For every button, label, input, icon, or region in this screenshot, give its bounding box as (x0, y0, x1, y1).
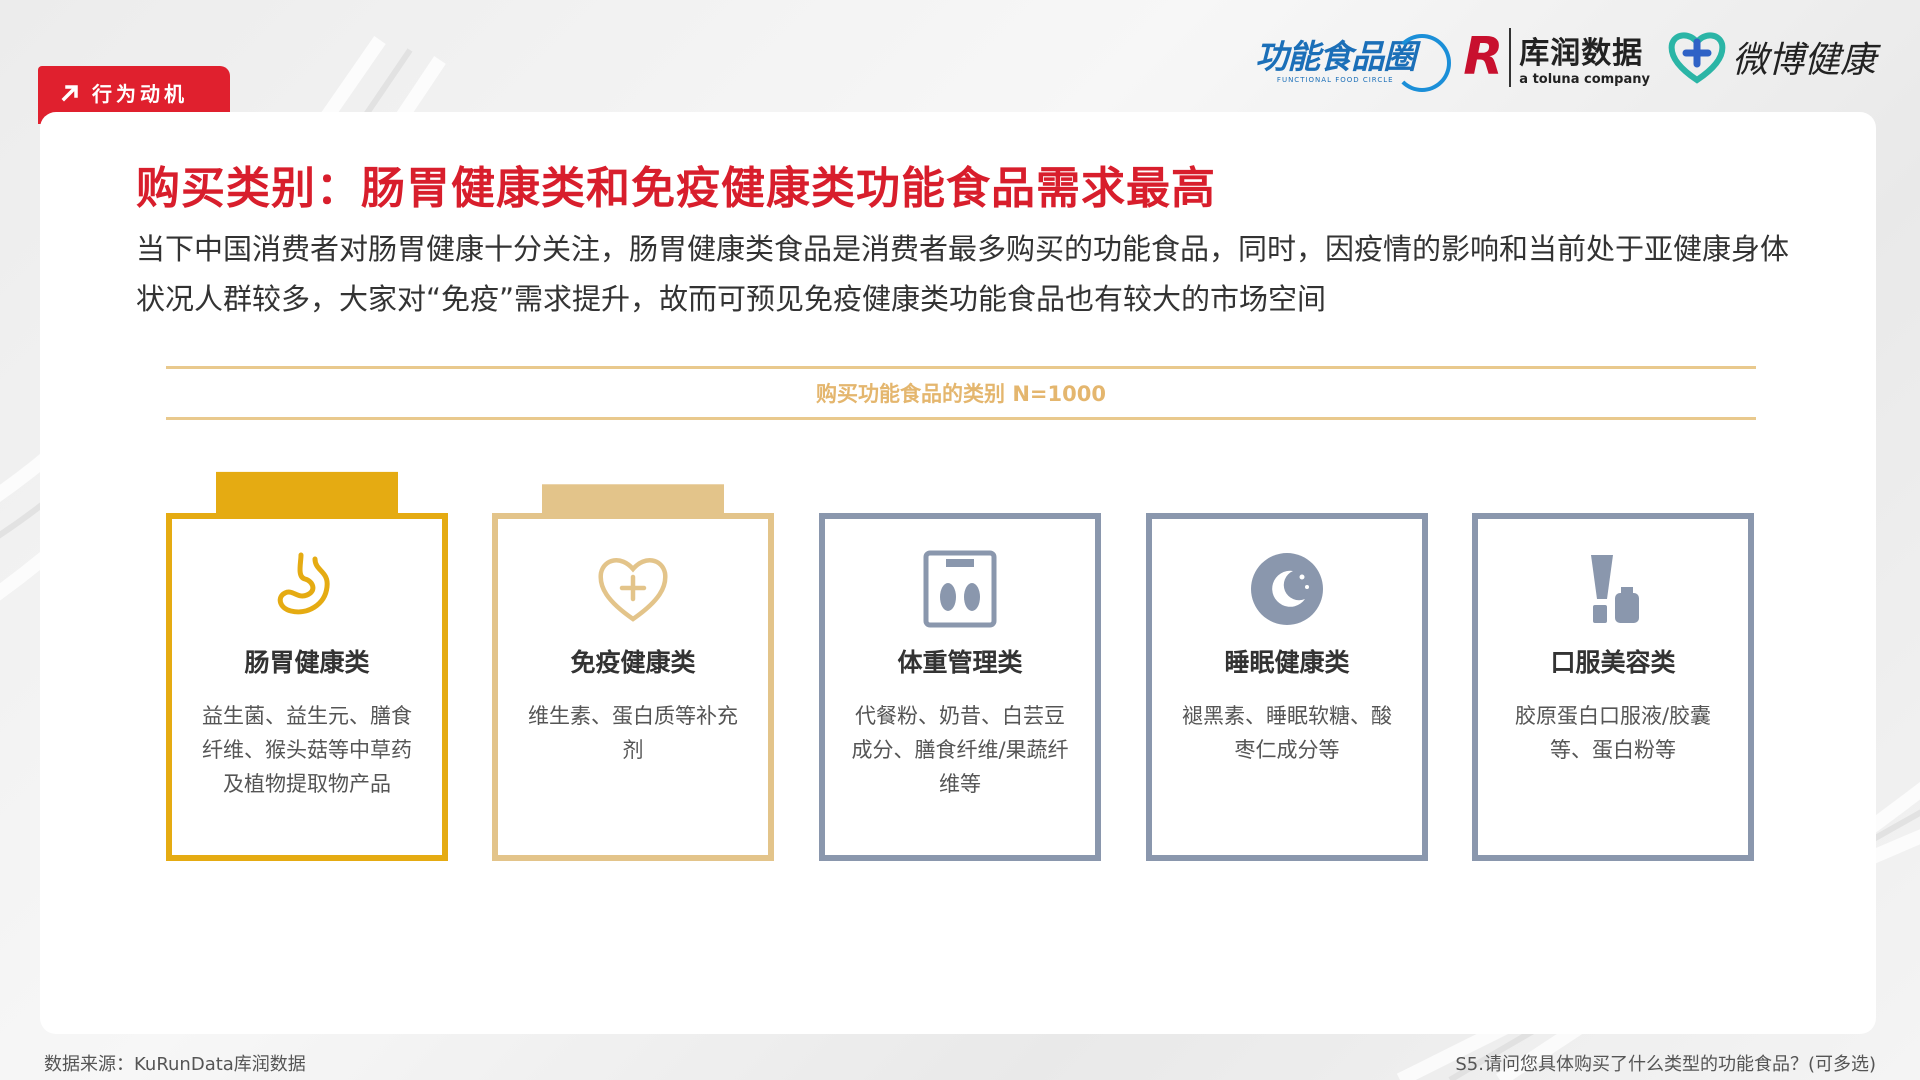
ffc-logo-text: 功能食品圈 (1255, 37, 1416, 76)
category-card: 肠胃健康类益生菌、益生元、膳食纤维、猴头菇等中草药及植物提取物产品 (166, 513, 448, 861)
heart-plus-icon (593, 549, 673, 629)
chart-title: 购买功能食品的类别 N=1000 (816, 382, 1106, 406)
data-source: 数据来源：KuRunData库润数据 (44, 1054, 306, 1075)
heart-cross-icon (1668, 32, 1726, 84)
category-name: 睡眠健康类 (1224, 648, 1350, 677)
category-name: 口服美容类 (1550, 648, 1676, 677)
functional-food-circle-logo: 功能食品圈 FUNCTIONAL FOOD CIRCLE (1255, 30, 1452, 92)
kurun-logo-mark: R (1463, 27, 1504, 87)
partner-logos: 功能食品圈 FUNCTIONAL FOOD CIRCLE R 库润数据 a to… (1255, 14, 1876, 100)
category-name: 肠胃健康类 (244, 648, 370, 677)
kurun-logo-sub: a toluna company (1519, 71, 1650, 87)
kurun-logo-name: 库润数据 (1519, 35, 1644, 71)
category-detail: 胶原蛋白口服液/胶囊等、蛋白粉等 (1514, 704, 1712, 762)
weibo-health-logo: 微博健康 (1668, 30, 1876, 84)
category-card: 免疫健康类维生素、蛋白质等补充剂 (492, 513, 774, 861)
stomach-icon (267, 549, 347, 629)
page-title: 购买类别：肠胃健康类和免疫健康类功能食品需求最高 (136, 163, 1216, 214)
weibo-health-text: 微博健康 (1731, 40, 1876, 81)
chart-title-bar: 购买功能食品的类别 N=1000 (166, 366, 1756, 420)
moon-icon (1247, 549, 1327, 629)
category-card: 睡眠健康类褪黑素、睡眠软糖、酸枣仁成分等 (1146, 513, 1428, 861)
page-description: 当下中国消费者对肠胃健康十分关注，肠胃健康类食品是消费者最多购买的功能食品，同时… (136, 232, 1790, 316)
scale-icon (920, 549, 1000, 629)
section-tag-label: 行为动机 (92, 82, 188, 106)
category-detail: 代餐粉、奶昔、白芸豆成分、膳食纤维/果蔬纤维等 (851, 704, 1069, 796)
category-detail: 益生菌、益生元、膳食纤维、猴头菇等中草药及植物提取物产品 (202, 704, 412, 796)
ffc-logo-subtext: FUNCTIONAL FOOD CIRCLE (1276, 76, 1394, 84)
category-card: 体重管理类代餐粉、奶昔、白芸豆成分、膳食纤维/果蔬纤维等 (819, 513, 1101, 861)
kurun-data-logo: R 库润数据 a toluna company (1463, 27, 1650, 87)
cosmetics-icon (1573, 549, 1653, 629)
category-detail: 褪黑素、睡眠软糖、酸枣仁成分等 (1182, 704, 1392, 762)
category-detail: 维生素、蛋白质等补充剂 (528, 704, 738, 762)
category-name: 免疫健康类 (570, 648, 696, 677)
survey-question: S5.请问您具体购买了什么类型的功能食品？(可多选) (1455, 1054, 1876, 1075)
arrow-up-right-icon (61, 84, 78, 101)
ffc-ring-icon (1393, 34, 1452, 92)
category-card: 口服美容类胶原蛋白口服液/胶囊等、蛋白粉等 (1472, 513, 1754, 861)
category-name: 体重管理类 (897, 648, 1023, 677)
